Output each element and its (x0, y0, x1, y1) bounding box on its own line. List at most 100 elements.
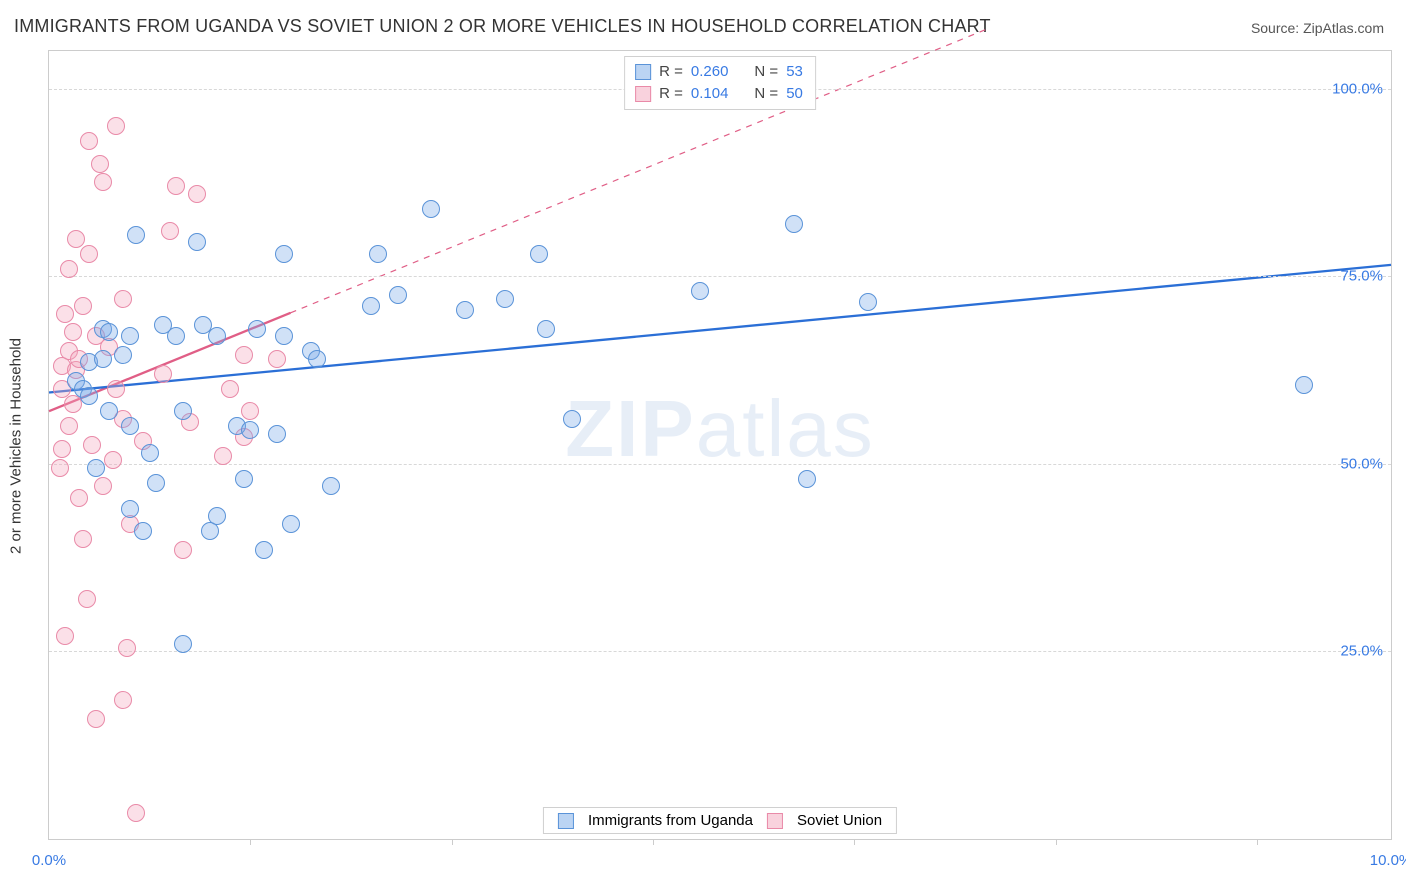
plot-area: ZIPatlas R = 0.260 N = 53 R = 0.104 N = … (48, 50, 1392, 840)
data-point (56, 305, 74, 323)
grid-line (49, 464, 1391, 465)
legend-row-uganda: R = 0.260 N = 53 (635, 61, 803, 83)
x-minor-tick (653, 839, 654, 845)
data-point (127, 226, 145, 244)
data-point (80, 132, 98, 150)
source-label: Source: (1251, 20, 1303, 36)
chart-container: IMMIGRANTS FROM UGANDA VS SOVIET UNION 2… (0, 0, 1406, 892)
data-point (91, 155, 109, 173)
data-point (268, 425, 286, 443)
source-attribution: Source: ZipAtlas.com (1251, 20, 1384, 36)
data-point (389, 286, 407, 304)
data-point (221, 380, 239, 398)
data-point (785, 215, 803, 233)
legend-row-soviet: R = 0.104 N = 50 (635, 83, 803, 105)
n-label: N = (754, 83, 778, 105)
swatch-uganda (635, 64, 651, 80)
data-point (308, 350, 326, 368)
data-point (60, 260, 78, 278)
data-point (174, 635, 192, 653)
data-point (53, 440, 71, 458)
data-point (74, 530, 92, 548)
n-value-soviet: 50 (786, 83, 803, 105)
data-point (64, 323, 82, 341)
data-point (121, 500, 139, 518)
data-point (241, 421, 259, 439)
data-point (241, 402, 259, 420)
data-point (114, 346, 132, 364)
data-point (114, 290, 132, 308)
data-point (282, 515, 300, 533)
series-label-uganda: Immigrants from Uganda (588, 812, 753, 829)
trend-lines-layer (49, 51, 1391, 839)
grid-line (49, 276, 1391, 277)
data-point (60, 417, 78, 435)
x-tick-label: 0.0% (32, 852, 66, 869)
x-minor-tick (1056, 839, 1057, 845)
data-point (114, 691, 132, 709)
data-point (208, 507, 226, 525)
data-point (51, 459, 69, 477)
data-point (362, 297, 380, 315)
data-point (275, 327, 293, 345)
data-point (121, 417, 139, 435)
data-point (322, 477, 340, 495)
data-point (147, 474, 165, 492)
x-minor-tick (1257, 839, 1258, 845)
r-label: R = (659, 61, 683, 83)
data-point (134, 522, 152, 540)
n-label: N = (754, 61, 778, 83)
data-point (56, 627, 74, 645)
data-point (127, 804, 145, 822)
data-point (537, 320, 555, 338)
data-point (154, 365, 172, 383)
data-point (94, 477, 112, 495)
data-point (121, 327, 139, 345)
data-point (422, 200, 440, 218)
data-point (188, 233, 206, 251)
data-point (208, 327, 226, 345)
data-point (74, 297, 92, 315)
y-tick-label: 25.0% (1340, 643, 1383, 660)
data-point (174, 541, 192, 559)
data-point (100, 402, 118, 420)
legend-correlation-box: R = 0.260 N = 53 R = 0.104 N = 50 (624, 56, 816, 110)
data-point (456, 301, 474, 319)
x-tick-label: 10.0% (1370, 852, 1406, 869)
y-tick-label: 50.0% (1340, 455, 1383, 472)
data-point (530, 245, 548, 263)
swatch-soviet-bottom (767, 813, 783, 829)
data-point (214, 447, 232, 465)
y-tick-label: 75.0% (1340, 268, 1383, 285)
n-value-uganda: 53 (786, 61, 803, 83)
data-point (67, 230, 85, 248)
data-point (107, 380, 125, 398)
data-point (83, 436, 101, 454)
data-point (235, 346, 253, 364)
data-point (248, 320, 266, 338)
data-point (70, 489, 88, 507)
data-point (100, 323, 118, 341)
data-point (268, 350, 286, 368)
data-point (859, 293, 877, 311)
data-point (691, 282, 709, 300)
data-point (167, 327, 185, 345)
data-point (161, 222, 179, 240)
data-point (496, 290, 514, 308)
data-point (188, 185, 206, 203)
data-point (563, 410, 581, 428)
data-point (107, 117, 125, 135)
data-point (80, 387, 98, 405)
data-point (104, 451, 122, 469)
data-point (87, 710, 105, 728)
data-point (141, 444, 159, 462)
source-value: ZipAtlas.com (1303, 20, 1384, 36)
series-label-soviet: Soviet Union (797, 812, 882, 829)
data-point (94, 350, 112, 368)
swatch-soviet (635, 86, 651, 102)
x-minor-tick (250, 839, 251, 845)
data-point (255, 541, 273, 559)
data-point (167, 177, 185, 195)
r-label: R = (659, 83, 683, 105)
data-point (118, 639, 136, 657)
